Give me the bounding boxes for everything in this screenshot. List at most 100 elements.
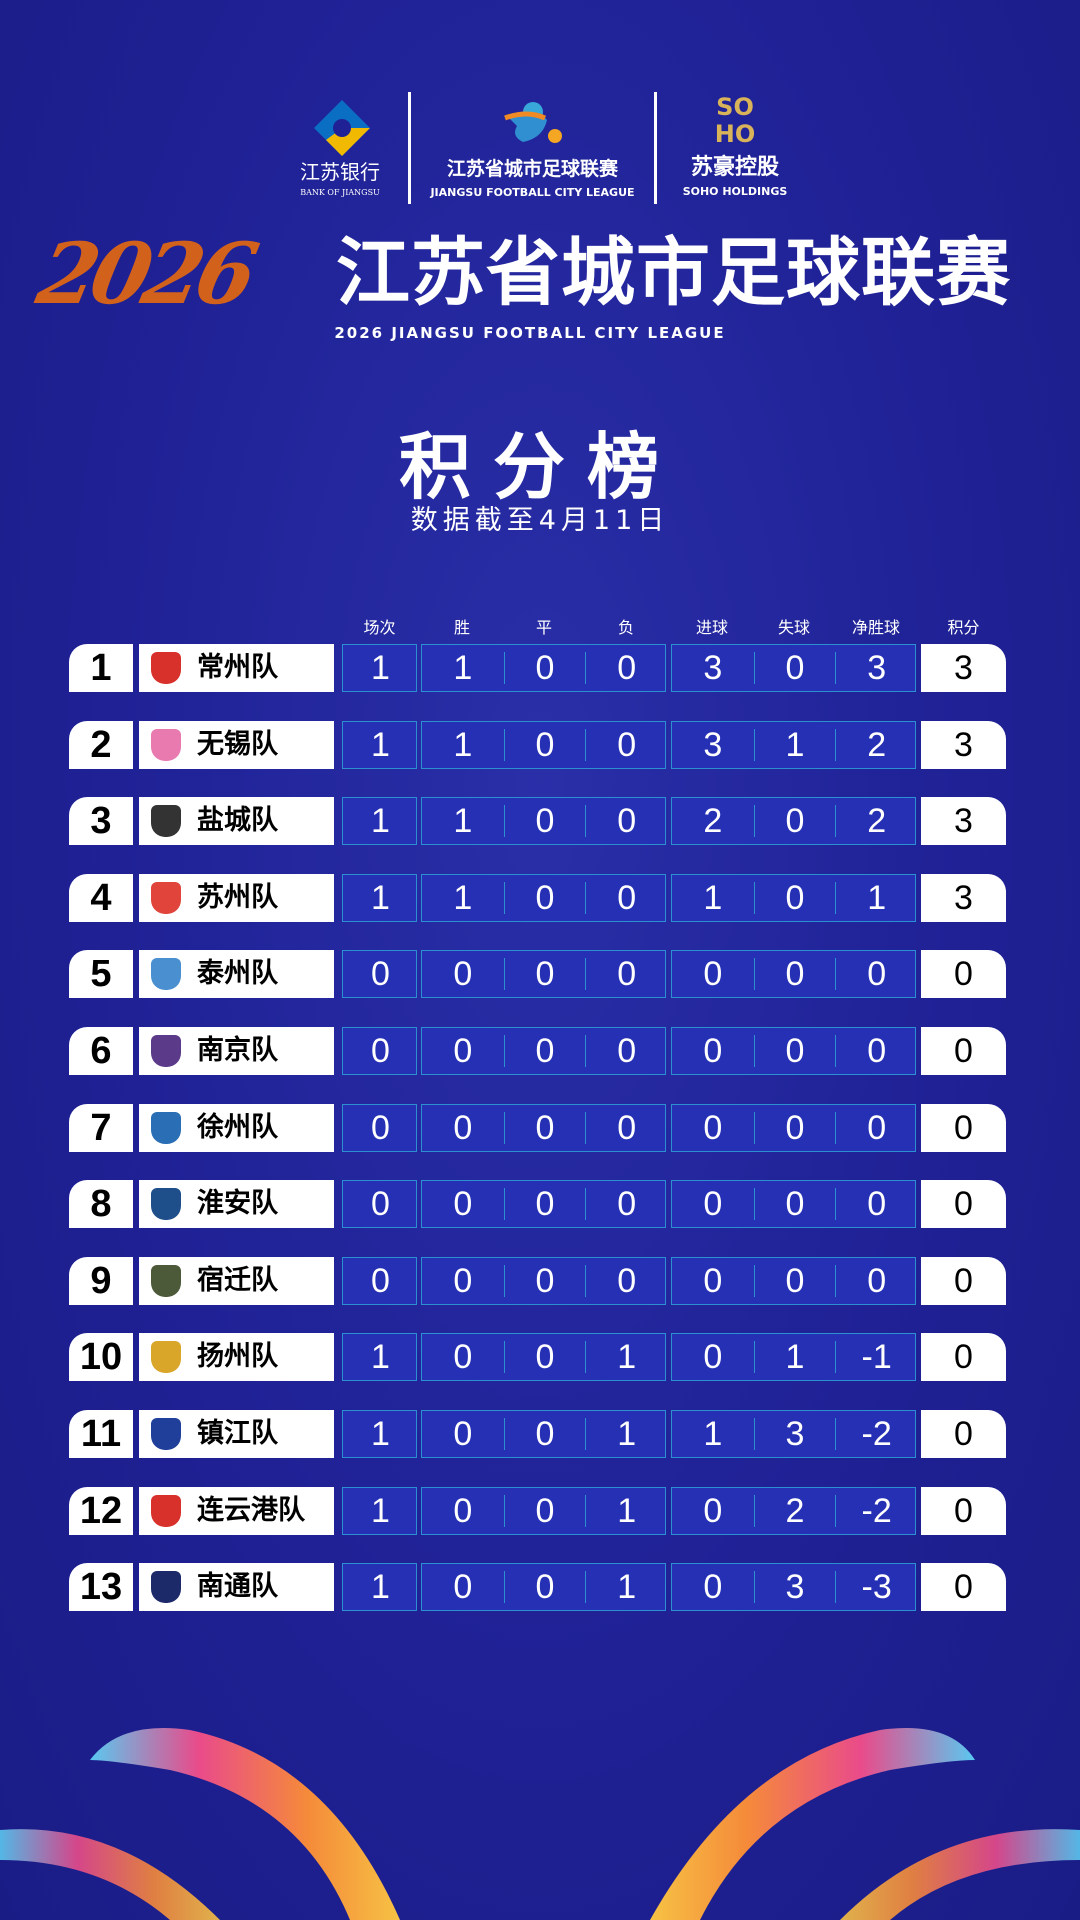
stat-gf: 0 [703, 1338, 723, 1377]
stat-group: 0 2 -2 [671, 1486, 916, 1535]
stat-d: 0 [503, 1494, 586, 1528]
stat-gd: 0 [835, 1034, 917, 1068]
stat-group: 0 [342, 950, 417, 999]
stat-l: 0 [585, 728, 667, 762]
table-row[interactable]: 5 泰州队 0 0 0 0 0 0 0 0 [0, 950, 1080, 999]
bank-name-en: BANK OF JIANGSU [300, 188, 380, 197]
stat-group: 0 [342, 1256, 417, 1305]
team-name: 淮安队 [197, 1188, 278, 1220]
team-name: 无锡队 [197, 728, 278, 760]
column-header: 失球 [777, 618, 810, 637]
table-row[interactable]: 7 徐州队 0 0 0 0 0 0 0 0 [0, 1103, 1080, 1152]
stat-w: 0 [453, 1185, 473, 1224]
stat-ga: 0 [753, 804, 836, 838]
team-name: 扬州队 [197, 1341, 278, 1373]
stat-w: 1 [453, 725, 473, 764]
rank: 13 [69, 1563, 133, 1612]
points: 3 [921, 644, 1006, 692]
bank-name-cn: 江苏银行 [300, 160, 380, 184]
points: 0 [921, 1103, 1006, 1152]
rank: 3 [69, 797, 133, 846]
table-row[interactable]: 3 盐城队 1 1 0 0 2 0 2 3 [0, 797, 1080, 846]
stat-w: 0 [453, 1568, 473, 1607]
table-row[interactable]: 2 无锡队 1 1 0 0 3 1 2 3 [0, 720, 1080, 769]
stat-played: 1 [371, 1568, 390, 1607]
team-name: 连云港队 [197, 1494, 305, 1526]
stat-gf: 3 [703, 725, 723, 764]
team-cell: 盐城队 [139, 797, 334, 846]
stat-ga: 2 [753, 1494, 836, 1528]
stat-d: 0 [503, 957, 586, 991]
table-row[interactable]: 1 常州队 1 1 0 0 3 0 3 3 [0, 644, 1080, 692]
points: 0 [921, 1027, 1006, 1075]
stat-ga: 1 [753, 728, 836, 762]
stat-d: 0 [503, 1111, 586, 1145]
points: 0 [921, 950, 1006, 999]
points: 3 [921, 797, 1006, 846]
team-crest-icon [151, 1494, 181, 1527]
rank: 9 [69, 1256, 133, 1305]
stat-played: 1 [371, 725, 390, 764]
team-cell: 无锡队 [139, 720, 334, 769]
team-cell: 泰州队 [139, 950, 334, 999]
soho-mark: SOHO [714, 93, 756, 148]
table-row[interactable]: 10 扬州队 1 0 0 1 0 1 -1 0 [0, 1333, 1080, 1382]
stat-w: 0 [453, 1338, 473, 1377]
team-name: 南通队 [197, 1571, 278, 1603]
team-name: 常州队 [197, 652, 278, 683]
stat-l: 1 [585, 1494, 667, 1528]
table-row[interactable]: 8 淮安队 0 0 0 0 0 0 0 0 [0, 1180, 1080, 1229]
table-row[interactable]: 4 苏州队 1 1 0 0 1 0 1 3 [0, 873, 1080, 922]
team-crest-icon [151, 728, 181, 761]
stat-w: 0 [453, 1491, 473, 1530]
stat-gf: 1 [703, 878, 723, 917]
points: 0 [921, 1180, 1006, 1229]
stat-played: 1 [371, 878, 390, 917]
stat-played: 0 [371, 1185, 390, 1224]
team-crest-icon [151, 1188, 181, 1221]
points: 0 [921, 1410, 1006, 1458]
soho-name-cn: 苏豪控股 [690, 155, 779, 180]
stat-gd: -1 [835, 1340, 917, 1374]
stat-gf: 0 [703, 1032, 723, 1070]
stat-group: 0 [342, 1180, 417, 1229]
stat-d: 0 [503, 1187, 586, 1221]
team-crest-icon [151, 652, 181, 684]
team-crest-icon [151, 1571, 181, 1604]
stat-group: 1 [342, 797, 417, 846]
stat-ga: 0 [753, 881, 836, 915]
stat-d: 0 [503, 1264, 586, 1298]
table-row[interactable]: 11 镇江队 1 0 0 1 1 3 -2 0 [0, 1410, 1080, 1458]
column-header: 进球 [695, 618, 728, 637]
table-row[interactable]: 13 南通队 1 0 0 1 0 3 -3 0 [0, 1563, 1080, 1612]
team-crest-icon [151, 1341, 181, 1374]
standings-title: 积分榜 [398, 425, 681, 509]
stat-l: 0 [585, 957, 667, 991]
table-row[interactable]: 9 宿迁队 0 0 0 0 0 0 0 0 [0, 1256, 1080, 1305]
team-crest-icon [151, 805, 181, 838]
stat-group: 1 [342, 1333, 417, 1382]
stat-played: 1 [371, 1338, 390, 1377]
team-cell: 常州队 [139, 644, 334, 692]
stat-played: 1 [371, 649, 390, 687]
table-row[interactable]: 6 南京队 0 0 0 0 0 0 0 0 [0, 1027, 1080, 1075]
stat-d: 0 [503, 651, 586, 685]
stat-gf: 1 [703, 1415, 723, 1453]
table-row[interactable]: 12 连云港队 1 0 0 1 0 2 -2 0 [0, 1486, 1080, 1535]
stat-group: 1 [342, 873, 417, 922]
team-name: 宿迁队 [197, 1264, 278, 1296]
rank: 5 [69, 950, 133, 999]
stat-group: 1 [342, 1563, 417, 1612]
team-name: 徐州队 [197, 1111, 278, 1143]
team-name: 镇江队 [197, 1418, 278, 1449]
stat-l: 0 [585, 804, 667, 838]
